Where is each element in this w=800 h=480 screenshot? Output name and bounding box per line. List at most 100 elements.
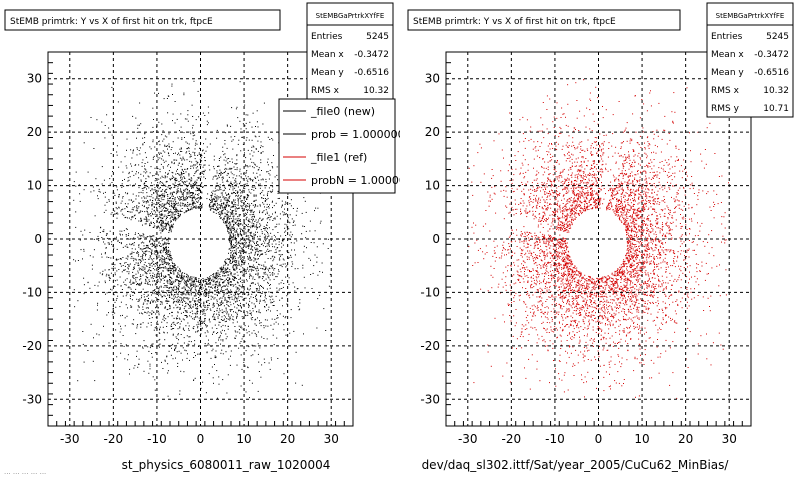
scatter-point [180,277,182,279]
scatter-point [244,125,246,127]
scatter-point [225,170,226,172]
scatter-point [197,201,199,203]
scatter-point [270,302,272,304]
scatter-point [164,257,165,259]
scatter-point [125,257,127,259]
scatter-point [271,256,273,258]
scatter-point [249,269,251,271]
scatter-point [251,249,253,250]
scatter-point [181,177,183,179]
scatter-point [97,198,99,200]
scatter-point [151,204,153,206]
scatter-point [162,270,164,272]
scatter-point [226,168,228,170]
scatter-point [225,262,227,264]
scatter-point [114,237,116,239]
scatter-point [225,338,227,340]
scatter-point [190,282,192,284]
scatter-point [227,271,229,273]
scatter-point [121,200,123,202]
scatter-point [276,290,278,292]
scatter-point [124,217,126,219]
scatter-point [265,278,267,280]
scatter-point [221,213,223,215]
scatter-point [239,250,241,252]
scatter-point [223,218,224,220]
scatter-point [238,310,240,311]
scatter-point [198,317,200,319]
scatter-point [262,146,264,148]
scatter-point [252,186,254,188]
scatter-point [211,207,213,209]
scatter-point [128,271,130,273]
scatter-point [164,314,165,316]
scatter-point [210,309,212,311]
scatter-point [247,194,249,196]
scatter-point [181,287,183,289]
scatter-point [249,273,251,275]
scatter-point [169,200,171,202]
scatter-point [127,177,129,179]
scatter-point [207,293,209,295]
scatter-point [111,311,113,313]
scatter-point [284,317,286,319]
scatter-point [214,199,215,201]
scatter-point [137,283,138,284]
scatter-point [128,173,130,175]
scatter-point [93,238,95,240]
scatter-point [238,233,239,235]
scatter-point [254,200,256,202]
scatter-point [162,368,164,369]
scatter-point [108,200,110,202]
scatter-point [249,204,251,206]
scatter-point [235,268,237,270]
scatter-point [183,296,185,298]
scatter-point [162,140,164,142]
scatter-point [173,287,175,289]
scatter-point [172,263,174,264]
scatter-point [172,120,173,122]
scatter-point [141,255,143,257]
scatter-point [220,290,222,292]
scatter-point [194,134,196,136]
scatter-point [250,259,252,261]
scatter-point [198,206,200,208]
scatter-point [151,312,153,314]
scatter-point [222,150,224,152]
scatter-point [286,250,288,252]
scatter-point [218,274,220,276]
scatter-point [159,286,160,288]
scatter-point [276,317,278,319]
scatter-point [236,254,237,256]
scatter-point [150,213,151,215]
scatter-point [236,260,238,262]
scatter-point [224,297,226,299]
scatter-point [171,284,173,285]
scatter-point [237,293,239,295]
scatter-point [171,288,173,290]
scatter-point [169,305,171,307]
scatter-point [150,190,151,192]
scatter-point [134,214,136,216]
scatter-point [151,343,153,345]
scatter-point [227,318,229,320]
scatter-point [146,245,148,246]
scatter-point [116,154,118,156]
scatter-point [232,255,234,257]
scatter-point [189,359,190,361]
scatter-point [200,164,202,166]
scatter-point [218,282,220,284]
scatter-point [141,312,142,314]
scatter-point [98,240,100,242]
scatter-point [236,106,238,108]
scatter-point [162,258,164,260]
scatter-point [151,262,153,264]
scatter-point [213,303,215,305]
scatter-point [206,198,208,200]
scatter-point [250,240,252,242]
scatter-point [289,222,291,224]
scatter-point [196,182,198,184]
scatter-point [165,225,167,227]
scatter-point [225,160,227,162]
scatter-point [207,292,209,294]
